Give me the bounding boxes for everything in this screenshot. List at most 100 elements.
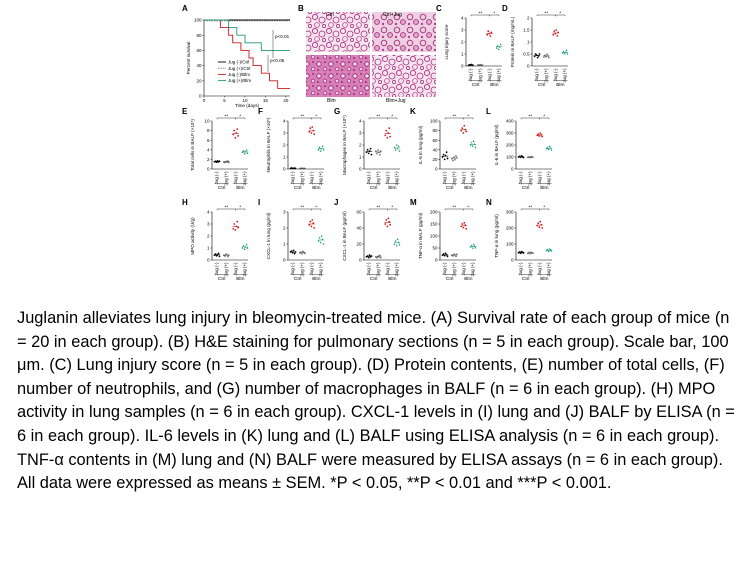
panel-k-dot bbox=[453, 158, 456, 161]
panel-e-ylabel: Total cells in BALF (×10⁵) bbox=[190, 119, 195, 171]
panel-c-ytick-label: 1 bbox=[461, 52, 464, 57]
panel-c-ytick-label: 2 bbox=[461, 40, 464, 45]
panel-j-sig-label: * bbox=[391, 204, 393, 209]
panel-d: D 0 0.5 1 1.5 2 Protein in BALF (mg/mL) Jug (-)… bbox=[502, 4, 569, 88]
panel-e-dot bbox=[237, 134, 240, 137]
panel-c-dot bbox=[489, 35, 492, 37]
panel-c-dot bbox=[490, 31, 493, 34]
panel-c-category-label: Jug (-) bbox=[487, 68, 492, 82]
panel-k-dot bbox=[462, 132, 465, 134]
panel-i-dot bbox=[309, 220, 312, 223]
panel-l-ytick-label: 0 bbox=[511, 167, 514, 172]
panel-l-dot bbox=[529, 156, 532, 159]
panel-h-group-label: Blm bbox=[236, 276, 244, 282]
panel-e-dot bbox=[242, 149, 245, 152]
panel-m-ytick-label: 0 bbox=[435, 258, 438, 263]
panel-n-dot bbox=[529, 252, 532, 255]
panel-j-group-label: Blm bbox=[388, 276, 396, 282]
panel-c-dot bbox=[487, 30, 490, 33]
panel-d-dot bbox=[556, 35, 559, 37]
panel-c-dot bbox=[499, 43, 502, 46]
panel-g-category-label: Jug (+) bbox=[394, 171, 399, 186]
panel-h-ytick-label: 3 bbox=[207, 222, 210, 227]
panel-i-ytick-label: 1 bbox=[283, 242, 286, 247]
panel-l-category-label: Jug (-) bbox=[537, 171, 542, 185]
panel-n-ytick-label: 300 bbox=[506, 210, 514, 215]
panel-n-ytick-label: 100 bbox=[506, 242, 514, 247]
panel-a-xtick-label: 0 bbox=[203, 98, 206, 103]
panel-k-category-label: Jug (-) bbox=[442, 171, 447, 185]
panel-f-category-label: Jug (+) bbox=[300, 171, 305, 186]
panel-i-dot bbox=[290, 250, 293, 253]
panel-a-legend-label: Jug (+)/Ctrl bbox=[228, 66, 250, 71]
panel-j-dot bbox=[388, 220, 391, 223]
panel-n-category-label: Jug (+) bbox=[546, 262, 551, 277]
panel-m-dot bbox=[465, 227, 468, 230]
panel-j-category-label: Jug (-) bbox=[385, 262, 390, 276]
panel-h-letter: H bbox=[182, 198, 188, 207]
panel-d-ytick-label: 2 bbox=[527, 16, 530, 21]
panel-m-ytick-label: 50 bbox=[432, 246, 438, 251]
panel-e-group-label: Ctrl bbox=[218, 185, 225, 191]
panel-e-category-label: Jug (-) bbox=[214, 171, 219, 185]
he-label-blm-jug: Blm+Jug bbox=[386, 98, 406, 104]
he-label-blm: Blm bbox=[327, 98, 336, 104]
panel-j-dot bbox=[393, 242, 396, 245]
panel-k-category-label: Jug (+) bbox=[470, 171, 475, 186]
panel-k-dot bbox=[472, 140, 475, 142]
panel-i-dot bbox=[301, 252, 304, 255]
panel-k-dot bbox=[460, 129, 463, 132]
panel-k-category-label: Jug (+) bbox=[452, 171, 457, 186]
panel-k-dot bbox=[469, 143, 472, 146]
panel-k-dot bbox=[441, 156, 444, 158]
panel-e-dot bbox=[233, 129, 236, 132]
panel-k-dot bbox=[474, 146, 477, 149]
panel-n-sig-label: ** bbox=[529, 204, 533, 209]
panel-k-dot bbox=[461, 127, 464, 130]
panel-k-dot bbox=[471, 144, 474, 147]
panel-e-category-label: Jug (+) bbox=[242, 171, 247, 186]
panel-j-dot bbox=[389, 223, 392, 226]
panel-i-ytick-label: 0 bbox=[283, 258, 286, 263]
panel-f-category-label: Jug (-) bbox=[290, 171, 295, 185]
panel-i-category-label: Jug (-) bbox=[309, 262, 314, 276]
panel-a-legend-label: Jug (-)/Blm bbox=[228, 72, 250, 77]
panel-j: J 0 20 40 60 CXCL-1 in BALF (pg/ml) Jug (-) Jug… bbox=[334, 198, 401, 282]
panel-j-sig-bracket bbox=[387, 208, 398, 211]
panel-e-dot bbox=[243, 152, 246, 155]
he-label-ctrl: Ctrl bbox=[326, 12, 334, 18]
panel-i-dot bbox=[319, 241, 322, 244]
panel-g-dot bbox=[367, 152, 370, 155]
panel-h-dot bbox=[237, 226, 240, 229]
panel-h-ytick-label: 1 bbox=[207, 246, 210, 251]
panel-a-xtick-label: 10 bbox=[242, 98, 248, 103]
panel-j-letter: J bbox=[334, 198, 338, 207]
panel-k-ytick-label: 40 bbox=[432, 147, 438, 152]
panel-l-group-label: Ctrl bbox=[522, 185, 529, 191]
panel-a-xtick-label: 20 bbox=[283, 98, 289, 103]
panel-k-group-label: Blm bbox=[464, 185, 472, 191]
panel-j-ytick-label: 60 bbox=[356, 210, 362, 215]
panel-f-letter: F bbox=[258, 107, 263, 116]
panel-a-letter: A bbox=[182, 4, 188, 13]
panel-h-category-label: Jug (+) bbox=[242, 262, 247, 277]
panel-f-sig-bracket bbox=[311, 117, 322, 120]
panel-e-sig-label: * bbox=[239, 113, 241, 118]
panel-f-ylabel: Neutrophils in BALF (×10⁵) bbox=[266, 117, 271, 172]
panel-n-dot bbox=[550, 249, 553, 252]
panel-h-category-label: Jug (+) bbox=[224, 262, 229, 277]
panel-g-dot bbox=[366, 148, 369, 151]
he-image-ctrl-jug bbox=[372, 12, 436, 52]
panel-i-dot bbox=[312, 222, 315, 225]
panel-i-dot bbox=[317, 239, 320, 242]
panel-i-dot bbox=[308, 223, 311, 226]
panel-j-ytick-label: 40 bbox=[356, 226, 362, 231]
panel-m-sig-label: * bbox=[467, 204, 469, 209]
panel-e-group-label: Blm bbox=[236, 185, 244, 191]
panel-d-category-label: Jug (+) bbox=[562, 68, 567, 83]
panel-c-dot bbox=[486, 33, 489, 36]
figure-canvas: B Ctrl Ctrl+Jug Blm Blm+Jug A02040608010… bbox=[182, 4, 569, 282]
panel-j-dot bbox=[394, 239, 397, 242]
panel-c-sig-label: ** bbox=[479, 10, 483, 15]
panel-h-dot bbox=[217, 252, 220, 255]
